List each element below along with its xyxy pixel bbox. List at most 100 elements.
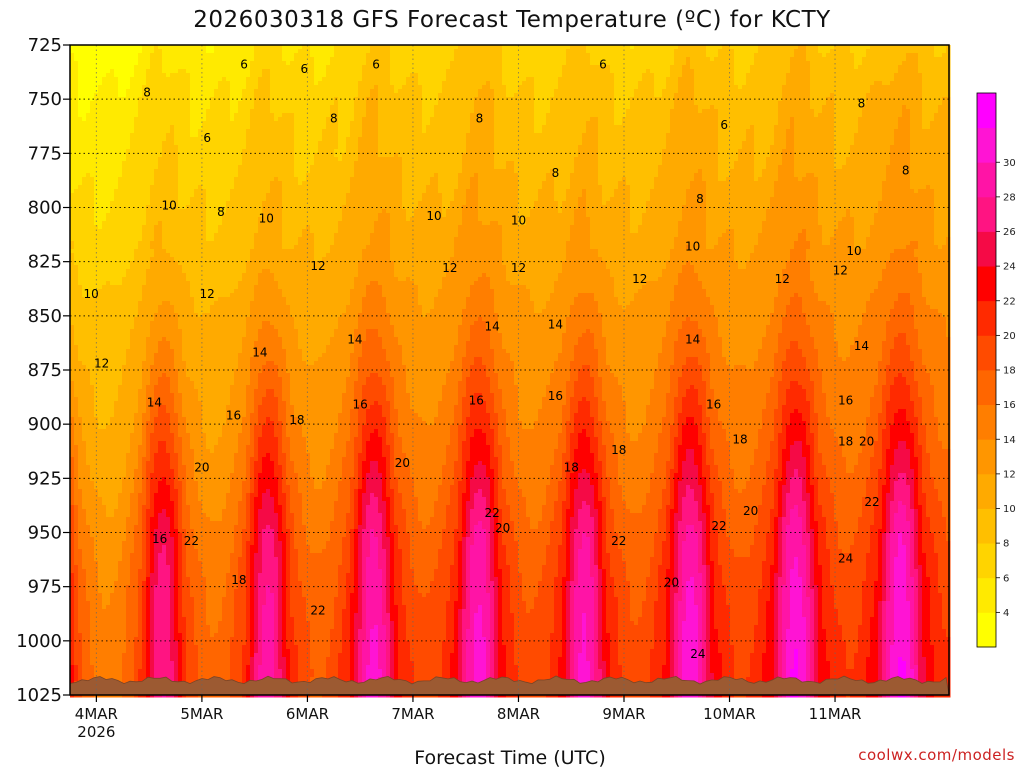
temperature-cell (86, 609, 91, 614)
temperature-cell (86, 193, 91, 198)
temperature-cell (78, 425, 83, 430)
temperature-cell (90, 449, 95, 454)
temperature-cell (78, 253, 83, 258)
temperature-cell (74, 93, 79, 98)
temperature-cell (90, 657, 95, 662)
temperature-cell (102, 349, 107, 354)
temperature-cell (98, 381, 103, 386)
temperature-cell (102, 661, 107, 666)
temperature-cell (98, 565, 103, 570)
temperature-cell (102, 625, 107, 630)
temperature-cell (82, 525, 87, 530)
temperature-cell (74, 345, 79, 350)
temperature-cell (90, 165, 95, 170)
temperature-cell (78, 377, 83, 382)
temperature-cell (98, 325, 103, 330)
temperature-cell (78, 165, 83, 170)
temperature-cell (86, 509, 91, 514)
temperature-cell (86, 273, 91, 278)
temperature-cell (90, 341, 95, 346)
temperature-cell (102, 645, 107, 650)
temperature-cell (102, 505, 107, 510)
temperature-cell (86, 333, 91, 338)
temperature-cell (82, 421, 87, 426)
temperature-cell (82, 321, 87, 326)
temperature-cell (102, 293, 107, 298)
temperature-cell (90, 93, 95, 98)
temperature-cell (78, 597, 83, 602)
temperature-cell (78, 77, 83, 82)
temperature-cell (86, 397, 91, 402)
temperature-cell (86, 617, 91, 622)
temperature-cell (90, 177, 95, 182)
temperature-cell (82, 225, 87, 230)
temperature-cell (90, 241, 95, 246)
temperature-cell (86, 173, 91, 178)
temperature-cell (90, 413, 95, 418)
temperature-cell (102, 69, 107, 74)
temperature-cell (74, 201, 79, 206)
temperature-cell (90, 133, 95, 138)
temperature-cell (86, 49, 91, 54)
temperature-cell (82, 129, 87, 134)
temperature-cell (82, 449, 87, 454)
temperature-cell (86, 601, 91, 606)
temperature-cell (82, 585, 87, 590)
temperature-cell (98, 465, 103, 470)
temperature-cell (98, 401, 103, 406)
temperature-cell (74, 561, 79, 566)
temperature-cell (102, 137, 107, 142)
temperature-cell (102, 201, 107, 206)
temperature-cell (98, 249, 103, 254)
temperature-cell (86, 137, 91, 142)
temperature-cell (98, 505, 103, 510)
temperature-cell (82, 669, 87, 674)
temperature-cell (74, 109, 79, 114)
temperature-cell (82, 501, 87, 506)
temperature-cell (90, 597, 95, 602)
temperature-cell (86, 81, 91, 86)
temperature-cell (82, 537, 87, 542)
temperature-cell (86, 241, 91, 246)
temperature-cell (82, 193, 87, 198)
temperature-cell (90, 57, 95, 62)
temperature-cell (102, 405, 107, 410)
temperature-cell (74, 145, 79, 150)
temperature-cell (74, 521, 79, 526)
temperature-cell (90, 425, 95, 430)
temperature-cell (82, 381, 87, 386)
temperature-cell (78, 669, 83, 674)
temperature-cell (78, 53, 83, 58)
temperature-cell (78, 409, 83, 414)
temperature-cell (90, 229, 95, 234)
temperature-cell (102, 89, 107, 94)
temperature-cell (78, 301, 83, 306)
temperature-cell (74, 293, 79, 298)
temperature-cell (102, 93, 107, 98)
temperature-cell (82, 89, 87, 94)
temperature-cell (98, 201, 103, 206)
temperature-cell (98, 661, 103, 666)
temperature-cell (86, 117, 91, 122)
temperature-cell (78, 417, 83, 422)
temperature-cell (86, 213, 91, 218)
temperature-cell (98, 397, 103, 402)
temperature-cell (90, 609, 95, 614)
temperature-cell (74, 445, 79, 450)
temperature-cell (102, 501, 107, 506)
temperature-cell (78, 289, 83, 294)
temperature-cell (98, 417, 103, 422)
temperature-cell (98, 413, 103, 418)
temperature-cell (78, 461, 83, 466)
temperature-cell (78, 241, 83, 246)
temperature-cell (98, 53, 103, 58)
temperature-cell (74, 557, 79, 562)
temperature-cell (102, 649, 107, 654)
temperature-cell (98, 309, 103, 314)
temperature-cell (98, 605, 103, 610)
temperature-cell (98, 469, 103, 474)
temperature-cell (82, 113, 87, 118)
temperature-cell (78, 477, 83, 482)
temperature-cell (102, 605, 107, 610)
temperature-cell (86, 421, 91, 426)
